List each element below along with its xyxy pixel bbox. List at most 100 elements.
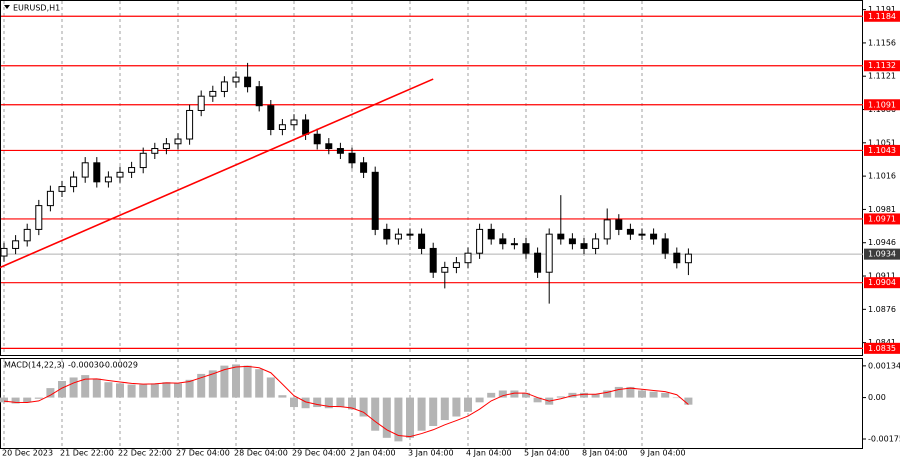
macd-bar <box>185 379 194 398</box>
y-tick-label: 0.00134 <box>868 361 900 370</box>
y-tick-label: 1.0876 <box>868 305 896 314</box>
candle-body <box>557 233 565 240</box>
macd-frame <box>0 358 863 449</box>
candle-body <box>116 171 124 178</box>
macd-bar <box>359 397 368 417</box>
candle-body <box>0 247 8 257</box>
candle-body <box>673 252 681 264</box>
macd-bar <box>81 375 90 398</box>
x-tick-label: 8 Jan 04:00 <box>582 449 628 458</box>
y-tick-label: 1.0841 <box>868 338 896 347</box>
macd-bar <box>104 382 113 398</box>
macd-bar <box>580 392 588 398</box>
candle-body <box>336 148 344 154</box>
macd-bar <box>116 383 124 398</box>
candle-body <box>406 233 414 236</box>
macd-bar <box>371 397 380 431</box>
macd-bar <box>92 378 101 398</box>
macd-bar <box>69 377 78 398</box>
macd-bar <box>556 396 565 398</box>
macd-bar <box>464 397 472 412</box>
candle-body <box>487 228 495 240</box>
candle-body <box>244 76 252 88</box>
macd-bar <box>46 388 55 398</box>
candle-body <box>128 167 136 173</box>
y-tick-label: 1.1121 <box>868 72 896 81</box>
candle-body <box>139 152 147 169</box>
candle-body <box>151 148 159 154</box>
macd-bar <box>313 397 322 408</box>
macd-bar <box>0 397 8 403</box>
macd-bar <box>394 397 403 442</box>
candle-body <box>499 238 507 245</box>
candle-body <box>46 190 54 207</box>
candle-body <box>232 76 240 83</box>
candle-body <box>476 228 484 254</box>
macd-bar <box>417 397 426 431</box>
x-tick-label: 22 Dec 22:00 <box>118 449 172 458</box>
candle-body <box>302 119 310 135</box>
candle-body <box>209 90 217 97</box>
candle-body <box>534 252 542 273</box>
macd-main-value: -0.00030 <box>68 361 104 370</box>
candle-body <box>313 133 321 145</box>
macd-bar <box>301 397 310 409</box>
macd-bar <box>34 397 43 399</box>
candle-body <box>162 143 170 150</box>
macd-bar <box>174 383 182 398</box>
x-tick-label: 28 Dec 04:00 <box>234 449 288 458</box>
y-tick-label: 0.00 <box>868 393 886 402</box>
macd-bar <box>336 397 345 408</box>
candle-body <box>452 262 460 268</box>
y-tick-label: 1.1191 <box>868 5 896 14</box>
level-label-box <box>864 277 900 289</box>
candle-body <box>603 219 611 240</box>
candle-body <box>35 205 43 230</box>
x-tick-label: 9 Jan 04:00 <box>640 449 686 458</box>
candle-body <box>418 233 426 249</box>
y-tick-label: 1.0946 <box>868 238 896 247</box>
candle-body <box>360 162 368 173</box>
candle-body <box>174 138 182 145</box>
macd-bar <box>638 390 646 398</box>
y-tick-label: 1.0981 <box>868 205 896 214</box>
candle-body <box>12 240 20 249</box>
candle-body <box>383 228 391 240</box>
candle-body <box>522 243 530 254</box>
candle-body <box>278 124 286 130</box>
candle-body <box>568 238 576 245</box>
macd-bar <box>684 397 693 405</box>
macd-bar <box>139 384 148 398</box>
candle-body <box>325 143 333 150</box>
signal-line <box>3 365 689 438</box>
candle-body <box>684 253 692 264</box>
macd-bar <box>232 364 240 398</box>
level-label: 1.0971 <box>868 214 896 223</box>
candle-body <box>81 162 89 178</box>
macd-bar <box>266 377 275 398</box>
macd-bar <box>197 373 206 398</box>
macd-bar <box>162 382 171 398</box>
level-label-box <box>864 213 900 225</box>
x-tick-label: 5 Jan 04:00 <box>524 449 570 458</box>
current-price-label: 1.0934 <box>868 250 896 259</box>
macd-bar <box>208 370 217 398</box>
macd-bar <box>220 365 229 398</box>
macd-bar <box>150 383 159 398</box>
candle-body <box>545 233 553 273</box>
macd-bar <box>672 397 681 399</box>
candle-body <box>661 238 669 254</box>
macd-bar <box>498 390 507 398</box>
main-frame <box>0 0 863 356</box>
candle-body <box>615 219 623 230</box>
candle-body <box>394 233 402 240</box>
macd-bar <box>452 397 461 417</box>
candle-body <box>93 162 101 183</box>
macd-bar <box>429 397 438 426</box>
macd-bar <box>649 391 658 398</box>
macd-bar <box>626 386 635 398</box>
candle-body <box>650 233 658 240</box>
macd-bar <box>533 397 542 403</box>
x-tick-label: 20 Dec 2023 <box>2 449 53 458</box>
